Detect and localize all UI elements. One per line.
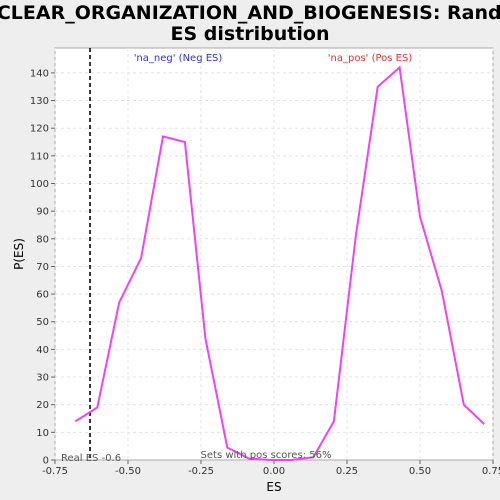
y-tick-label: 140 [30, 68, 49, 79]
y-tick-label: 60 [36, 290, 49, 301]
x-tick-label: 0.75 [482, 466, 500, 477]
y-tick-label: 80 [36, 234, 49, 245]
x-tick-label: -0.50 [115, 466, 141, 477]
x-tick-label: -0.75 [42, 466, 68, 477]
y-tick-label: 120 [30, 124, 49, 135]
y-tick-label: 10 [36, 428, 49, 439]
y-tick-label: 90 [36, 207, 49, 218]
pos-scores-label: Sets with pos scores: 56% [201, 450, 332, 461]
real-es-label: Real ES -0.6 [61, 453, 121, 464]
chart-title-line1: NUCLEAR_ORGANIZATION_AND_BIOGENESIS: Ran… [0, 2, 500, 24]
y-axis-label: P(ES) [12, 238, 26, 270]
y-tick-label: 100 [30, 179, 49, 190]
x-axis-ticks: -0.75 -0.50 -0.25 0.00 0.25 0.50 0.75 [42, 460, 500, 477]
y-tick-label: 70 [36, 262, 49, 273]
x-tick-label: 0.25 [336, 466, 358, 477]
y-tick-label: 40 [36, 345, 49, 356]
pos-es-label: 'na_pos' (Pos ES) [328, 53, 413, 64]
x-tick-label: -0.25 [188, 466, 214, 477]
chart-title-line2: ES distribution [171, 23, 330, 45]
y-tick-label: 0 [43, 456, 49, 467]
grid-lines [54, 48, 494, 460]
y-tick-label: 30 [36, 373, 49, 384]
x-tick-label: 0.00 [263, 466, 285, 477]
y-axis-ticks: 0 10 20 30 40 50 60 70 80 90 100 110 120 130 140 [30, 68, 55, 467]
y-tick-label: 20 [36, 400, 49, 411]
es-distribution-line [74, 65, 485, 461]
y-tick-label: 50 [36, 317, 49, 328]
x-tick-label: 0.50 [409, 466, 431, 477]
y-tick-label: 130 [30, 96, 49, 107]
y-tick-label: 110 [30, 151, 49, 162]
neg-es-label: 'na_neg' (Neg ES) [134, 53, 223, 64]
x-axis-label: ES [266, 480, 281, 494]
